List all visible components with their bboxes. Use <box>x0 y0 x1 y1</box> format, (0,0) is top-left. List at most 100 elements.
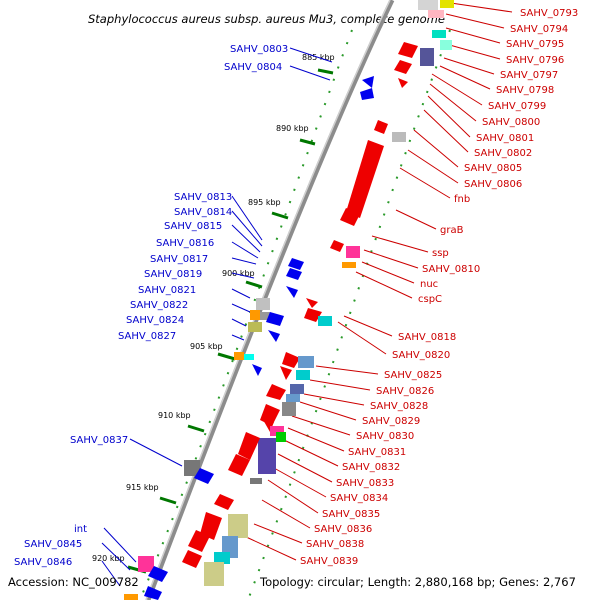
gene-label-sahv-0830: SAHV_0830 <box>356 431 414 442</box>
map-title: Staphylococcus aureus subsp. aureus Mu3,… <box>88 12 445 26</box>
gene-label-sahv-0827: SAHV_0827 <box>118 331 176 342</box>
gene-feature-17 <box>342 262 356 268</box>
leader-line-cspc <box>355 271 413 299</box>
gene-feature-9 <box>362 76 374 88</box>
gene-feature-0 <box>418 0 438 10</box>
leader-line-sahv-0795 <box>445 27 501 44</box>
gene-label-sahv-0839: SAHV_0839 <box>300 556 358 567</box>
gene-label-sahv-0833: SAHV_0833 <box>336 478 394 489</box>
leader-line-sahv-0793 <box>443 1 513 13</box>
gene-label-sahv-0819: SAHV_0819 <box>144 269 202 280</box>
gene-label-sahv-0817: SAHV_0817 <box>150 254 208 265</box>
gene-feature-46 <box>238 432 260 460</box>
gene-feature-15 <box>330 240 344 252</box>
gene-label-sahv-0810: SAHV_0810 <box>422 264 480 275</box>
gene-feature-24 <box>266 312 284 326</box>
accession-text: Accession: NC_009782 <box>8 575 139 589</box>
leader-line-nuc <box>361 261 415 284</box>
gene-label-sahv-0837: SAHV_0837 <box>70 435 128 446</box>
gene-label-sahv-0794: SAHV_0794 <box>510 24 568 35</box>
leader-line-sahv-0805 <box>413 129 459 168</box>
leader-line-sahv-0806 <box>407 149 459 184</box>
leader-line-sahv-0832 <box>283 439 339 467</box>
leader-line-sahv-0846 <box>101 560 121 587</box>
gene-feature-18 <box>288 258 304 270</box>
gene-feature-58 <box>204 562 224 586</box>
leader-line-sahv-0836 <box>261 499 311 529</box>
tick-label-905: 905 kbp <box>190 342 223 351</box>
gene-feature-60 <box>148 566 168 582</box>
tick-mark-910 <box>187 424 205 433</box>
gene-label-sahv-0803: SAHV_0803 <box>230 44 288 55</box>
gene-feature-3 <box>432 30 446 38</box>
gene-feature-49 <box>184 460 200 476</box>
gene-feature-20 <box>286 286 298 298</box>
gene-label-int: int <box>74 524 87 535</box>
gene-label-sahv-0796: SAHV_0796 <box>506 55 564 66</box>
gene-label-sahv-0816: SAHV_0816 <box>156 238 214 249</box>
gene-feature-57 <box>182 550 202 568</box>
genome-backbone <box>145 0 395 600</box>
leader-line-sahv-0803 <box>289 47 333 63</box>
gene-label-sahv-0828: SAHV_0828 <box>370 401 428 412</box>
gene-feature-11 <box>374 120 388 134</box>
leader-line-sahv-0835 <box>267 479 319 514</box>
leader-line-sahv-0837 <box>129 438 183 467</box>
gene-feature-47 <box>228 454 250 476</box>
gene-feature-10 <box>360 88 374 100</box>
gene-label-sahv-0802: SAHV_0802 <box>474 148 532 159</box>
leader-line-sahv-0814 <box>231 210 263 247</box>
leader-line-sahv-0838 <box>253 523 303 544</box>
gene-label-sahv-0814: SAHV_0814 <box>174 207 232 218</box>
leader-line-sahv-0818 <box>343 315 393 337</box>
gene-feature-45 <box>258 438 276 474</box>
gene-label-sahv-0832: SAHV_0832 <box>342 462 400 473</box>
gene-label-sahv-0831: SAHV_0831 <box>348 447 406 458</box>
tick-mark-915 <box>159 496 177 505</box>
gene-feature-12 <box>392 132 406 142</box>
gene-label-sahv-0801: SAHV_0801 <box>476 133 534 144</box>
gene-label-sahv-0800: SAHV_0800 <box>482 117 540 128</box>
leader-line-sahv-0813 <box>231 195 263 241</box>
gene-feature-37 <box>290 384 304 394</box>
gene-feature-21 <box>256 298 270 310</box>
gene-label-fnb: fnb <box>454 194 470 205</box>
gene-label-sahv-0795: SAHV_0795 <box>506 39 564 50</box>
leader-line-sahv-0831 <box>287 427 345 452</box>
gene-feature-28 <box>304 308 322 322</box>
gene-feature-61 <box>144 586 162 600</box>
feature-layer <box>124 0 454 600</box>
tick-label-890: 890 kbp <box>276 124 309 133</box>
gene-feature-38 <box>286 394 300 402</box>
gene-feature-35 <box>280 366 292 380</box>
gene-feature-52 <box>200 512 222 540</box>
gene-feature-26 <box>268 330 280 342</box>
leader-line-sahv-0821 <box>231 288 251 299</box>
leader-line-sahv-0829 <box>299 401 357 421</box>
gene-feature-39 <box>266 384 286 400</box>
gene-feature-51 <box>214 494 234 510</box>
gene-feature-34 <box>298 356 314 368</box>
tick-mark-905 <box>217 352 236 361</box>
gene-feature-6 <box>394 60 412 74</box>
gene-feature-50 <box>194 468 214 484</box>
gene-feature-27 <box>306 298 318 308</box>
gene-feature-8 <box>398 78 408 88</box>
gene-label-nuc: nuc <box>420 279 438 290</box>
leader-line-grab <box>395 209 437 230</box>
gene-label-sahv-0804: SAHV_0804 <box>224 62 282 73</box>
leader-line-sahv-0816 <box>231 241 259 259</box>
tick-mark-885 <box>317 68 334 75</box>
gene-label-sahv-0797: SAHV_0797 <box>500 70 558 81</box>
leader-line-sahv-0800 <box>429 83 477 122</box>
gene-feature-30 <box>234 352 244 360</box>
gene-label-sahv-0813: SAHV_0813 <box>174 192 232 203</box>
leader-line-sahv-0799 <box>431 73 483 106</box>
gene-label-sahv-0821: SAHV_0821 <box>138 285 196 296</box>
gene-feature-55 <box>214 552 230 564</box>
gene-feature-59 <box>138 556 154 572</box>
gene-feature-7 <box>440 40 452 50</box>
gene-label-sahv-0822: SAHV_0822 <box>130 300 188 311</box>
leader-line-sahv-0822 <box>231 303 251 313</box>
